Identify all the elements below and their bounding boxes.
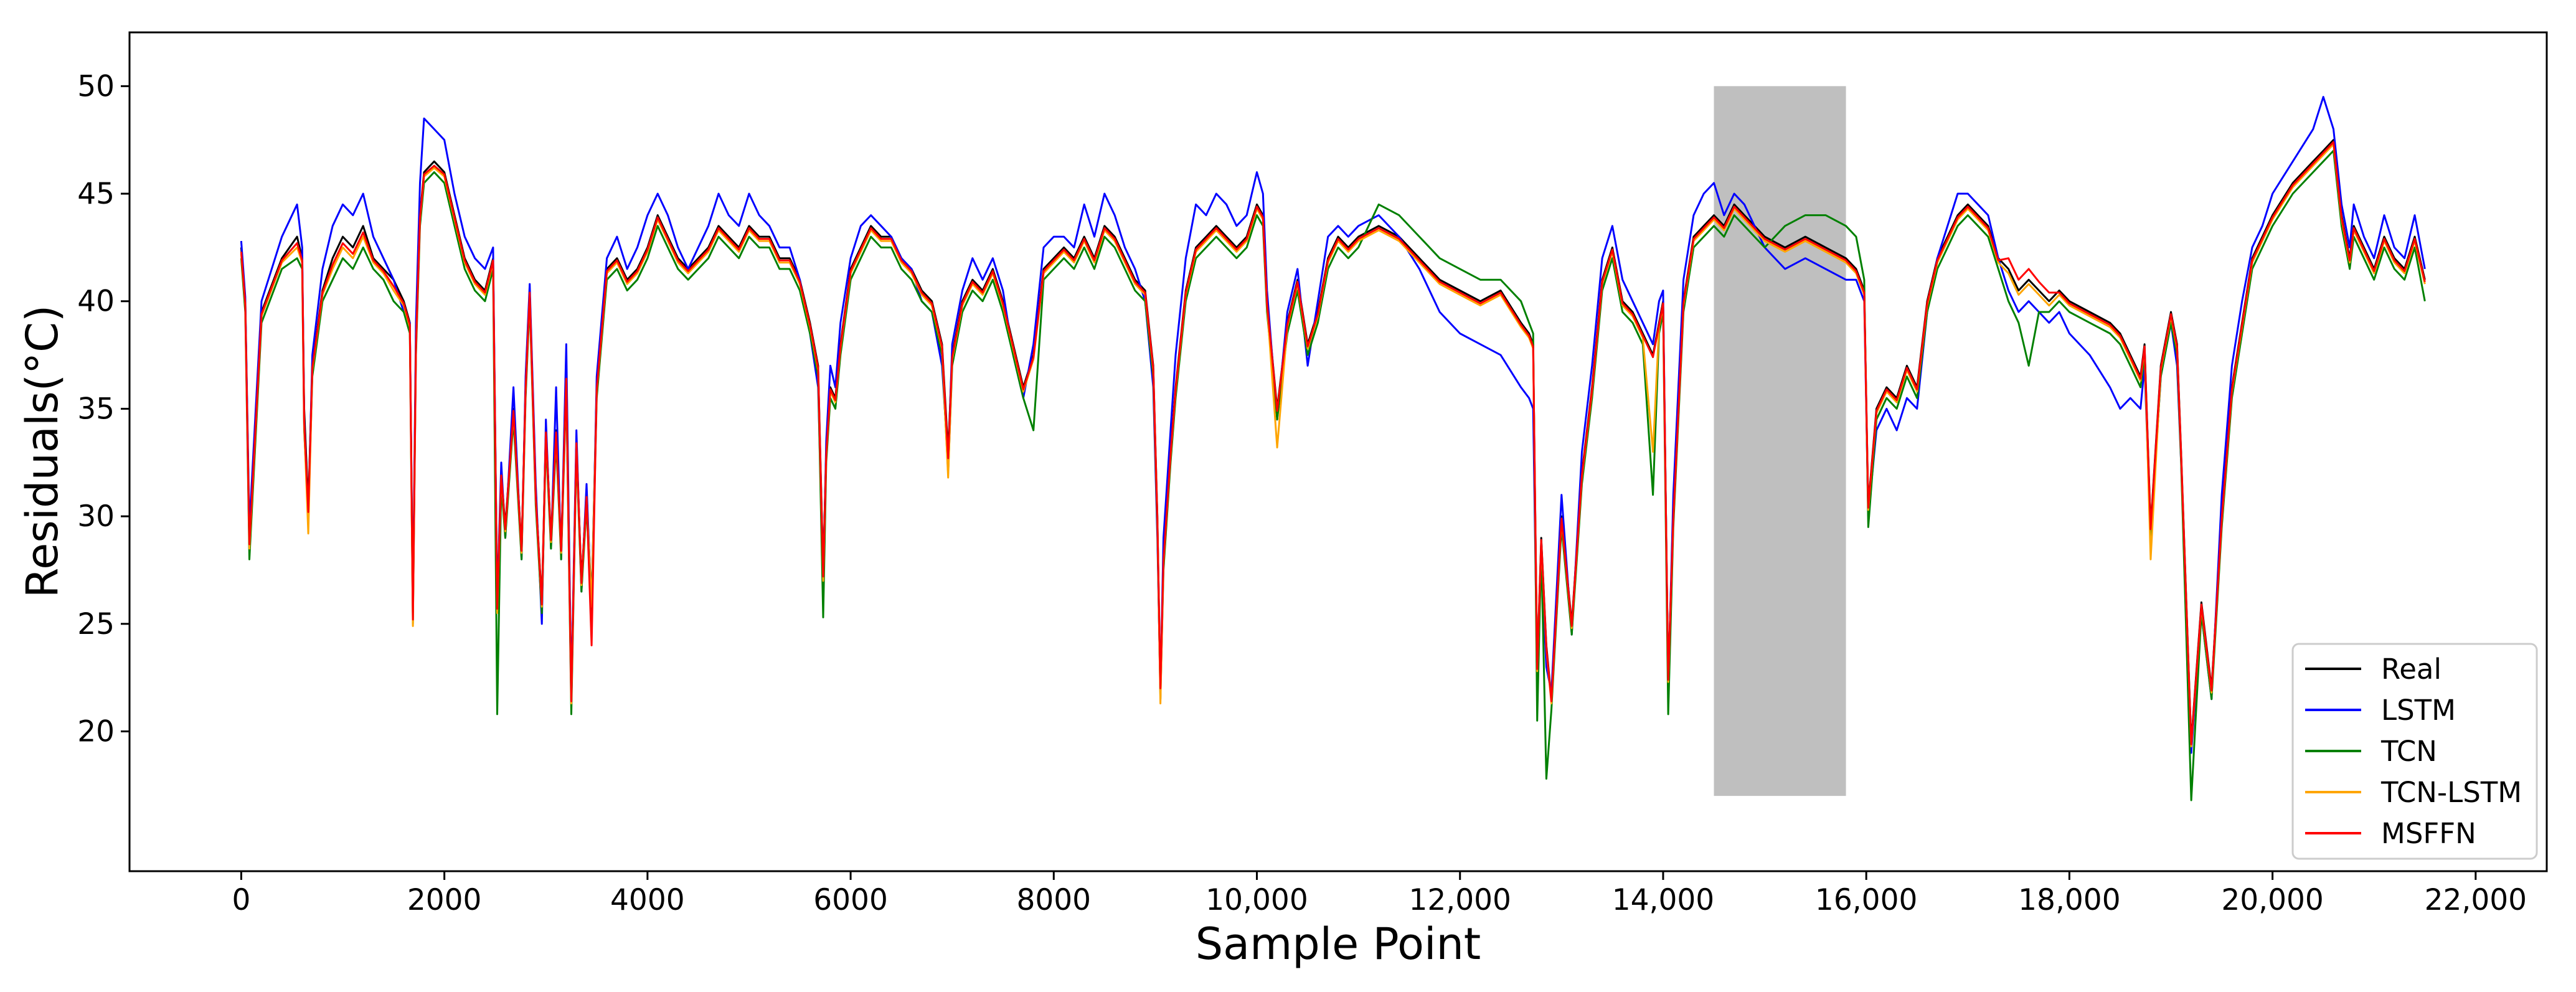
x-axis-title: Sample Point: [1196, 919, 1481, 970]
x-tick-label: 18,000: [2018, 883, 2120, 917]
x-tick-label: 8000: [1016, 883, 1091, 917]
y-tick-label: 45: [77, 177, 115, 211]
legend-label: Real: [2381, 653, 2442, 686]
legend-label: LSTM: [2381, 694, 2456, 727]
legend-label: TCN: [2380, 735, 2437, 768]
x-tick-label: 16,000: [1815, 883, 1917, 917]
x-tick-label: 10,000: [1205, 883, 1308, 917]
x-tick-label: 2000: [407, 883, 482, 917]
x-tick-label: 20,000: [2221, 883, 2323, 917]
x-tick-label: 12,000: [1408, 883, 1511, 917]
y-tick-label: 35: [77, 392, 115, 426]
legend-label: TCN-LSTM: [2380, 776, 2522, 809]
y-tick-label: 30: [77, 499, 115, 534]
x-tick-label: 14,000: [1612, 883, 1714, 917]
x-tick-label: 6000: [813, 883, 888, 917]
legend: Real LSTM TCN TCN-LSTM MSFFN: [2291, 643, 2538, 860]
x-tick-label: 0: [232, 883, 250, 917]
legend-box: [2291, 643, 2538, 860]
x-tick-label: 22,000: [2425, 883, 2527, 917]
y-tick-label: 20: [77, 715, 115, 749]
legend-label: MSFFN: [2381, 817, 2476, 850]
series-line-tcn-lstm: [240, 143, 2426, 748]
x-tick-label: 4000: [610, 883, 685, 917]
y-tick-label: 50: [77, 69, 115, 103]
series-line-lstm: [240, 96, 2426, 754]
y-axis-title: Residuals(°C): [17, 305, 68, 598]
y-tick-label: 40: [77, 285, 115, 319]
plot-frame: [128, 31, 2548, 872]
y-tick-label: 25: [77, 607, 115, 641]
series-line-msffn: [240, 141, 2426, 745]
highlight-region: [1714, 86, 1846, 796]
